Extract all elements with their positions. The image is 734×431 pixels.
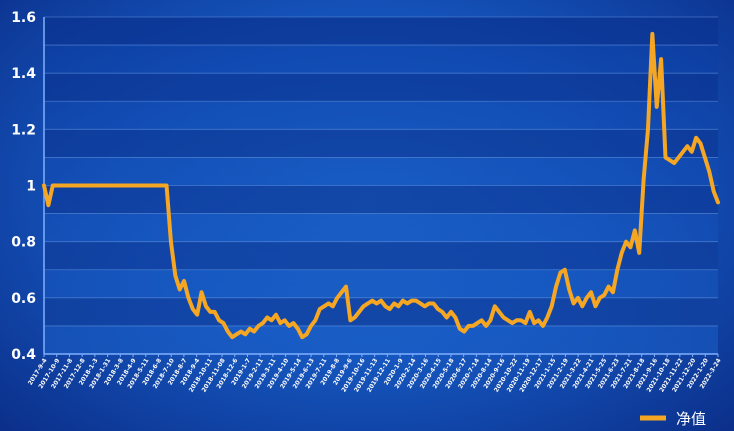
series-layer	[42, 31, 720, 340]
y-axis-ticks: 0.4 0.6 0.8 1 1.2 1.4 1.6	[11, 10, 36, 363]
grid-bands	[44, 17, 718, 326]
grid-band	[44, 17, 718, 46]
y-tick-label: 0.6	[11, 291, 36, 307]
y-tick-label: 1.2	[11, 122, 36, 138]
series-line-nav	[42, 31, 720, 340]
grid-band	[44, 185, 718, 214]
y-tick-label: 0.8	[11, 235, 36, 251]
grid-band	[44, 241, 718, 270]
grid-band	[44, 129, 718, 158]
y-tick-label: 1	[26, 179, 36, 195]
y-tick-label: 1.4	[11, 66, 36, 82]
x-axis: 2017-9-42017-10-92017-11-82017-12-82018-…	[27, 353, 723, 394]
grid-band	[44, 73, 718, 102]
legend-label: 净值	[676, 410, 706, 428]
y-tick-label: 1.6	[11, 10, 36, 26]
y-tick-label: 0.4	[11, 347, 36, 363]
legend: 净值	[640, 410, 706, 428]
